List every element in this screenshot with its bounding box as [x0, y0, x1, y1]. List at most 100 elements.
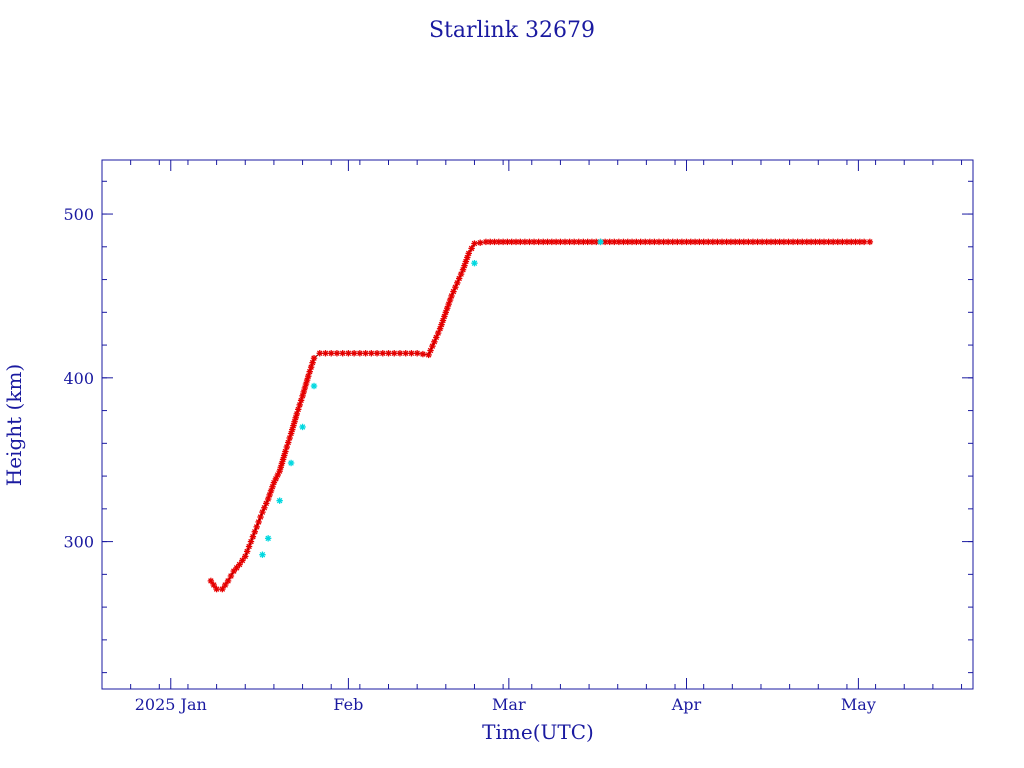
height-marker-red: [691, 238, 699, 246]
height-marker-red: [669, 238, 676, 246]
height-marker-red: [754, 238, 761, 246]
height-marker-red: [257, 513, 264, 521]
height-marker-red: [345, 350, 352, 357]
plot-frame: [101, 159, 974, 690]
y-tick-label: 300: [63, 533, 94, 552]
height-marker-red: [249, 533, 257, 540]
height-marker-red: [557, 238, 564, 246]
x-axis-ticks: [101, 160, 963, 689]
height-marker-red: [210, 581, 217, 589]
height-marker-red: [839, 238, 846, 246]
x-axis-tick-labels: 2025 Jan Feb Mar Apr May: [135, 695, 876, 714]
height-marker-red: [419, 350, 427, 358]
height-marker-red: [368, 350, 375, 357]
height-marker-red: [322, 350, 329, 357]
height-marker-cyan: [259, 551, 266, 558]
height-marker-red: [247, 538, 255, 545]
height-marker-red: [402, 350, 409, 357]
height-marker-red: [350, 350, 358, 357]
height-marker-cyan: [597, 238, 604, 246]
height-marker-red: [413, 350, 421, 357]
height-marker-red: [461, 262, 468, 269]
height-marker-red: [526, 238, 533, 246]
height-marker-red: [593, 238, 600, 246]
height-marker-red: [866, 238, 874, 246]
height-marker-red: [408, 350, 415, 357]
height-marker-red: [285, 439, 292, 446]
height-trace-line: [210, 241, 870, 590]
height-marker-red: [504, 238, 511, 246]
height-marker-red: [309, 359, 316, 366]
height-marker-red: [219, 585, 226, 593]
height-marker-red: [207, 577, 215, 585]
height-marker-red: [620, 238, 627, 246]
chart-title: Starlink 32679: [429, 18, 595, 43]
height-marker-red: [385, 350, 392, 357]
x-tick-label: Mar: [492, 695, 526, 714]
height-marker-red: [362, 350, 369, 357]
height-marker-red: [548, 238, 556, 246]
height-marker-red: [736, 238, 743, 246]
plot-border: [101, 159, 974, 690]
height-marker-red: [628, 238, 636, 246]
x-tick-label: 2025 Jan: [135, 695, 207, 714]
height-marker-red: [222, 581, 229, 589]
height-marker-red: [295, 406, 302, 413]
height-marker-red: [588, 238, 596, 246]
height-marker-red: [253, 523, 260, 531]
x-tick-label: Apr: [671, 695, 702, 714]
height-marker-red: [482, 238, 490, 246]
x-tick-label: Feb: [333, 695, 363, 714]
height-marker-red: [356, 350, 364, 357]
height-marker-red: [468, 245, 475, 252]
height-marker-red: [499, 238, 507, 246]
height-marker-red: [642, 238, 649, 246]
height-marker-red: [316, 350, 323, 357]
series-line-group: [210, 241, 870, 590]
height-marker-red: [227, 572, 235, 580]
height-marker-red: [373, 350, 381, 357]
height-marker-cyan: [287, 459, 295, 467]
height-marker-red: [242, 553, 249, 560]
height-marker-red: [530, 238, 538, 246]
height-marker-red: [535, 238, 542, 246]
height-marker-red: [517, 238, 524, 246]
height-marker-red: [339, 350, 346, 357]
height-marker-cyan: [264, 535, 272, 542]
height-marker-red: [236, 561, 243, 568]
height-marker-red: [310, 354, 318, 362]
height-marker-red: [213, 585, 220, 593]
y-axis-tick-labels: 300 400 500: [63, 205, 94, 552]
height-marker-red: [465, 250, 472, 257]
height-marker-red: [333, 350, 341, 357]
height-marker-red: [471, 240, 478, 247]
height-marker-red: [664, 238, 672, 246]
series-points-group: [207, 238, 874, 593]
height-marker-cyan: [310, 382, 318, 390]
height-marker-red: [709, 238, 717, 246]
height-marker-cyan: [276, 497, 283, 504]
height-marker-red: [633, 238, 640, 246]
x-axis-label: Time(UTC): [482, 720, 594, 744]
height-marker-red: [476, 239, 484, 246]
y-tick-label: 500: [63, 205, 94, 224]
x-tick-label: May: [841, 695, 876, 714]
height-marker-red: [379, 350, 386, 357]
height-marker-red: [328, 350, 335, 357]
height-marker-red: [860, 238, 868, 246]
height-marker-red: [816, 238, 823, 246]
height-marker-red: [834, 238, 841, 246]
height-marker-red: [646, 238, 654, 246]
height-marker-red: [239, 557, 246, 564]
y-axis-ticks: [102, 180, 973, 674]
height-marker-cyan: [471, 259, 478, 267]
height-marker-red: [243, 548, 251, 555]
height-marker-red: [255, 518, 262, 526]
y-axis-label: Height (km): [2, 364, 26, 486]
height-marker-cyan: [299, 423, 306, 431]
y-tick-label: 400: [63, 369, 94, 388]
height-marker-red: [396, 350, 404, 357]
height-marker-red: [251, 528, 259, 535]
height-marker-red: [512, 238, 520, 246]
